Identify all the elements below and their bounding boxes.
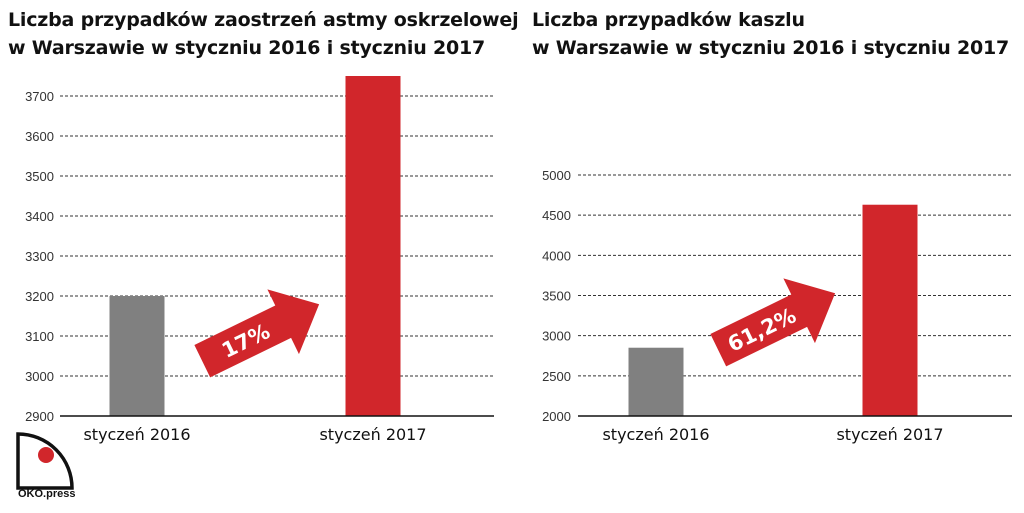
asthma-ytick-3600: 3600 [25,129,54,144]
cough-bar-2016 [628,347,684,416]
cough-ytick-5000: 5000 [542,168,571,183]
cough-ytick-4500: 4500 [542,208,571,223]
cough-ytick-2500: 2500 [542,369,571,384]
cough-ytick-4000: 4000 [542,248,571,263]
chart-title-right: Liczba przypadków kaszlu w Warszawie w s… [532,6,1009,62]
logo-red-dot [38,447,54,463]
asthma-ytick-3200: 3200 [25,289,54,304]
chart-title-left-line-1: Liczba przypadków zaostrzeń astmy oskrze… [8,9,519,31]
logo-text: OKO.press [18,488,76,500]
chart-title-left: Liczba przypadków zaostrzeń astmy oskrze… [8,6,519,62]
cough-arrow-shape [710,278,836,367]
cough-growth-arrow: 61,2% [710,278,836,367]
asthma-bar-2016 [109,296,165,416]
cough-category-label-2016: styczeń 2016 [602,425,709,444]
asthma-ytick-3400: 3400 [25,209,54,224]
asthma-category-label-2017: styczeń 2017 [319,425,426,444]
chart-title-right-line-1: Liczba przypadków kaszlu [532,9,805,31]
asthma-ytick-3300: 3300 [25,249,54,264]
asthma-ytick-3000: 3000 [25,369,54,384]
asthma-ytick-3700: 3700 [25,89,54,104]
asthma-arrow-shape [194,289,320,378]
chart-title-right-line-2: w Warszawie w styczniu 2016 i styczniu 2… [532,37,1010,59]
cough-category-label-2017: styczeń 2017 [836,425,943,444]
cough-ytick-3500: 3500 [542,289,571,304]
oko-press-logo [16,432,74,490]
asthma-ytick-2900: 2900 [25,409,54,424]
cough-bar-2017 [862,204,918,416]
asthma-category-label-2016: styczeń 2016 [83,425,190,444]
cough-ytick-2000: 2000 [542,409,571,424]
chart-title-left-line-2: w Warszawie w styczniu 2016 i styczniu 2… [8,37,486,59]
asthma-ytick-3100: 3100 [25,329,54,344]
asthma-bar-2017 [345,76,401,416]
cough-ytick-3000: 3000 [542,329,571,344]
asthma-bar-chart: 2900 3000 3100 3200 3300 3400 3500 3600 3700 styc… [25,76,494,444]
asthma-ytick-3500: 3500 [25,169,54,184]
